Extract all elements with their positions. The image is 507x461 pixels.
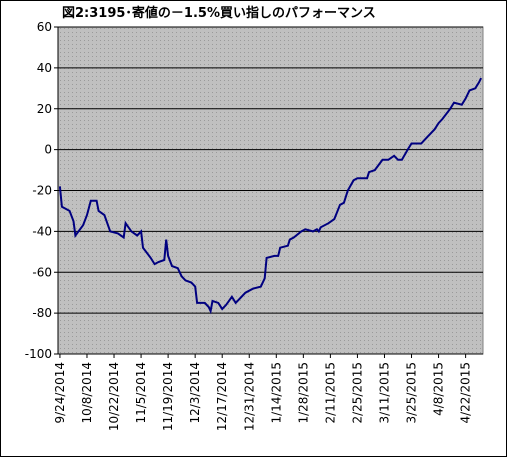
x-tick-label: 1/14/2015 [269, 362, 283, 424]
x-tick-label: 3/11/2015 [377, 362, 391, 424]
x-tick-label: 4/22/2015 [459, 362, 473, 424]
y-tick-label: -80 [32, 306, 52, 320]
y-tick-label: 40 [37, 61, 52, 75]
x-tick-label: 12/3/2014 [188, 362, 202, 424]
x-tick-label: 2/11/2015 [323, 362, 337, 424]
x-tick-label: 12/31/2014 [242, 362, 256, 431]
chart-title: 図2:3195･寄値の－1.5%買い指しのパフォーマンス [62, 5, 376, 21]
line [58, 77, 482, 315]
y-tick-label: -20 [32, 184, 52, 198]
x-tick-label: 12/17/2014 [215, 362, 229, 431]
y-tick-label: -40 [32, 224, 52, 238]
y-tick-label: 60 [37, 20, 52, 34]
x-tick-label: 2/25/2015 [350, 362, 364, 424]
y-tick-label: 0 [44, 143, 52, 157]
x-tick-label: 11/5/2014 [134, 362, 148, 424]
x-tick-label: 11/19/2014 [161, 362, 175, 431]
x-tick-label: 4/8/2015 [432, 362, 446, 416]
x-tick-label: 1/28/2015 [296, 362, 310, 424]
x-tick-label: 3/25/2015 [405, 362, 419, 424]
y-tick-label: -100 [25, 347, 52, 361]
x-tick-label: 9/24/2014 [53, 362, 67, 424]
y-tick-label: 20 [37, 102, 52, 116]
y-tick-label: -60 [32, 265, 52, 279]
x-tick-label: 10/8/2014 [80, 362, 94, 424]
x-tick-label: 10/22/2014 [107, 362, 121, 431]
